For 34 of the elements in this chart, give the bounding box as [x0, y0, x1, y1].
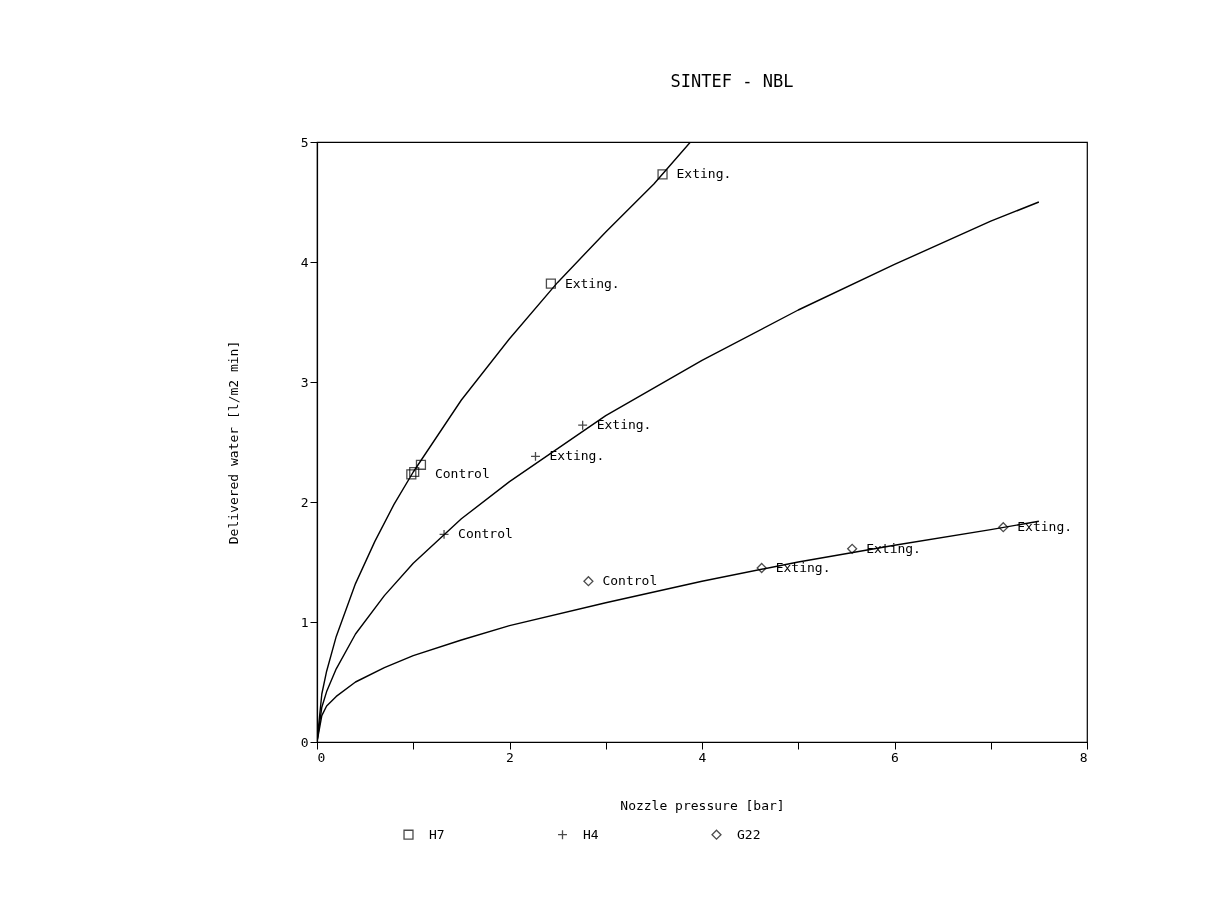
annotation: Control — [458, 526, 513, 542]
x-tick-label: 2 — [506, 749, 514, 765]
annotation: Control — [602, 573, 658, 589]
y-tick-label: 4 — [300, 254, 309, 270]
x-tick-label: 4 — [698, 749, 707, 765]
y-tick-label: 1 — [300, 614, 309, 630]
legend-label: H7 — [429, 826, 445, 842]
annotation: Exting. — [564, 275, 620, 291]
chart-title: SINTEF - NBL — [670, 71, 794, 91]
legend-label: H4 — [583, 826, 599, 842]
y-axis-title: Delivered water [l/m2 min] — [225, 340, 241, 545]
legend-label: G22 — [737, 826, 761, 842]
annotation: Exting. — [1017, 519, 1073, 535]
x-axis-title: Nozzle pressure [bar] — [620, 797, 785, 813]
y-tick-label: 5 — [300, 134, 309, 150]
point — [415, 459, 427, 470]
point — [756, 562, 767, 574]
annotation: Exting. — [549, 448, 605, 464]
x-tick-label: 8 — [1079, 749, 1088, 765]
point — [847, 543, 858, 554]
point — [583, 576, 594, 587]
y-tick-label: 3 — [300, 374, 309, 390]
annotation: Control — [434, 466, 490, 482]
annotation: Exting. — [596, 417, 652, 433]
x-tick-label: 6 — [891, 749, 899, 765]
y-tick-label: 2 — [300, 494, 309, 510]
x-tick-label: 0 — [317, 749, 326, 765]
point — [545, 278, 557, 289]
annotation: Exting. — [676, 166, 732, 182]
point — [657, 169, 668, 180]
y-tick-label: 0 — [300, 734, 309, 750]
annotation: Exting. — [775, 560, 831, 575]
annotation: Exting. — [866, 540, 921, 556]
point — [998, 522, 1009, 533]
